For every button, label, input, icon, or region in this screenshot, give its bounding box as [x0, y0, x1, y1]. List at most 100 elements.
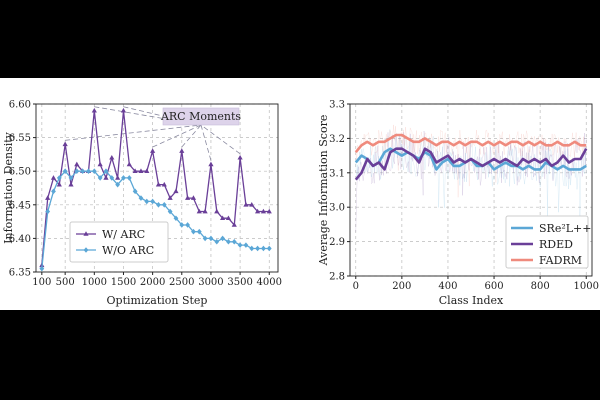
marker-triangle [126, 161, 132, 167]
right-y-tick-label: 2.9 [329, 237, 345, 248]
annotation-connector [181, 124, 202, 148]
left-x-axis-label: Optimization Step [107, 294, 208, 307]
marker-diamond [266, 245, 272, 252]
marker-triangle [97, 161, 103, 167]
left-x-tick-label: 100 [32, 277, 51, 288]
legend-entry-label: FADRM [539, 254, 582, 267]
marker-diamond [226, 238, 231, 245]
marker-diamond [109, 175, 115, 181]
marker-triangle [243, 202, 249, 207]
marker-diamond [243, 242, 249, 248]
left-y-axis-label: Information Density [2, 131, 15, 244]
marker-triangle [150, 148, 156, 153]
marker-diamond [185, 222, 191, 228]
marker-triangle [214, 208, 220, 214]
marker-triangle [185, 195, 191, 200]
legend-entry-label: W/O ARC [102, 244, 154, 257]
marker-triangle [115, 175, 121, 180]
left-x-tick-label: 4000 [257, 277, 282, 288]
marker-triangle [103, 175, 109, 180]
annotation-connector [65, 124, 202, 141]
marker-triangle [249, 202, 255, 207]
marker-triangle [196, 208, 202, 214]
left-plot-frame [35, 103, 279, 273]
right-y-tick-label: 3.1 [329, 168, 345, 179]
marker-diamond [237, 242, 243, 248]
marker-diamond [231, 238, 237, 245]
right-x-tick-label: 400 [438, 281, 457, 292]
marker-triangle [208, 161, 214, 167]
marker-diamond [255, 245, 260, 252]
marker-triangle [155, 181, 162, 187]
left-y-tick-label: 6.55 [9, 133, 31, 144]
annotation-connector [152, 124, 202, 148]
marker-triangle [138, 168, 144, 173]
marker-diamond [208, 235, 214, 242]
annotation-connector [200, 124, 241, 155]
left-x-tick-label: 3500 [227, 277, 252, 288]
right-x-tick-label: 0 [353, 281, 359, 292]
marker-triangle [68, 181, 74, 187]
marker-diamond [86, 168, 91, 174]
marker-triangle [120, 107, 127, 113]
legend-swatch-marker [83, 247, 89, 253]
right-x-tick-label: 200 [392, 281, 411, 292]
marker-triangle [56, 181, 62, 187]
annotation-connector [200, 124, 212, 161]
annotation-box [162, 107, 240, 126]
marker-triangle [161, 181, 167, 187]
right-x-tick-label: 1000 [574, 281, 599, 292]
right-x-tick-label: 600 [485, 281, 504, 292]
left-y-tick-label: 6.50 [9, 167, 31, 178]
marker-triangle [260, 208, 267, 214]
legend-entry-label: W/ ARC [102, 228, 145, 241]
left-y-tick-label: 6.45 [9, 200, 31, 211]
left-y-tick-label: 6.35 [9, 268, 31, 279]
marker-triangle [132, 168, 138, 173]
left-x-tick-label: 1500 [111, 277, 136, 288]
series-line-fadrm [354, 133, 587, 154]
marker-triangle [220, 215, 226, 221]
marker-diamond [214, 238, 220, 245]
right-x-axis-label: Class Index [439, 294, 504, 307]
marker-triangle [254, 208, 261, 214]
marker-diamond [173, 215, 179, 222]
series-noise-trace [355, 130, 587, 233]
marker-diamond [202, 235, 208, 242]
marker-triangle [144, 168, 150, 173]
marker-diamond [144, 198, 150, 205]
left-y-tick-label: 6.60 [9, 100, 31, 111]
marker-triangle [91, 107, 97, 113]
marker-triangle [266, 208, 272, 214]
left-x-tick-label: 2500 [169, 277, 194, 288]
left-legend-box [69, 221, 169, 263]
marker-triangle [202, 208, 208, 214]
marker-triangle [62, 141, 68, 147]
marker-triangle [179, 148, 185, 153]
marker-triangle [173, 188, 179, 194]
marker-triangle [190, 195, 197, 200]
right-y-tick-label: 3.3 [329, 100, 345, 111]
series-line-rded [354, 147, 588, 181]
marker-diamond [150, 198, 156, 205]
marker-triangle [237, 154, 243, 160]
marker-diamond [68, 175, 74, 181]
marker-diamond [179, 222, 185, 228]
marker-triangle [231, 222, 237, 227]
marker-diamond [220, 235, 226, 242]
marker-diamond [249, 245, 255, 252]
marker-triangle [45, 195, 51, 200]
right-y-tick-label: 3.0 [329, 203, 345, 214]
marker-diamond [261, 245, 266, 252]
marker-diamond [45, 208, 51, 215]
marker-triangle [109, 154, 115, 160]
legend-swatch-marker [83, 231, 89, 236]
marker-diamond [196, 228, 202, 235]
marker-diamond [191, 228, 196, 235]
left-x-tick-label: 1000 [82, 277, 107, 288]
right-x-tick-label: 800 [531, 281, 550, 292]
right-y-tick-label: 3.2 [329, 134, 345, 145]
annotation-label: ARC Moments [160, 110, 241, 123]
left-x-tick-label: 3000 [198, 277, 223, 288]
marker-triangle [167, 195, 173, 200]
